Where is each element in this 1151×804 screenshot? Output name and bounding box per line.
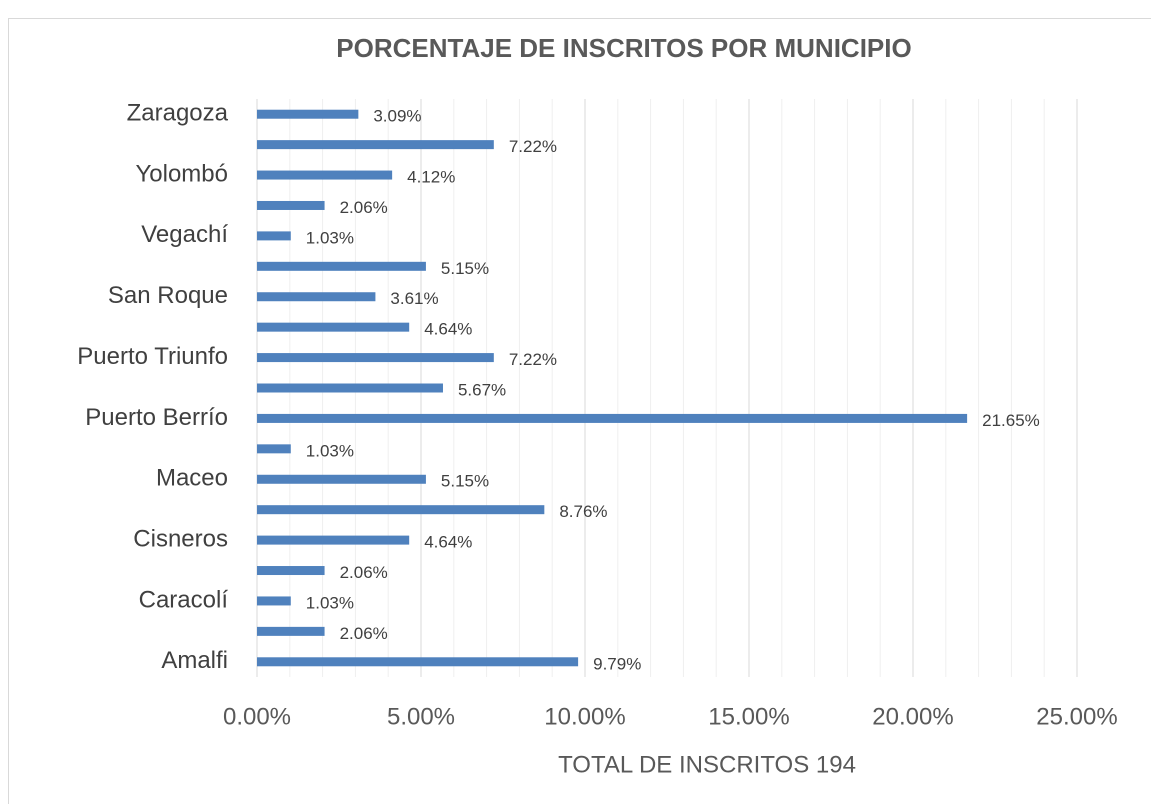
y-tick-label: Amalfi xyxy=(161,647,228,674)
bar xyxy=(257,322,410,332)
bar xyxy=(257,292,376,302)
y-tick-label: Vegachí xyxy=(141,221,228,248)
bar xyxy=(257,444,291,454)
data-label: 4.64% xyxy=(424,320,472,339)
y-tick-label: Maceo xyxy=(156,465,228,492)
data-label: 3.09% xyxy=(373,107,421,126)
x-tick-label: 15.00% xyxy=(708,703,789,730)
data-label: 9.79% xyxy=(593,654,641,673)
bar xyxy=(257,413,968,423)
bar xyxy=(257,657,579,667)
data-label: 2.06% xyxy=(340,624,388,643)
chart-frame xyxy=(8,18,1151,804)
x-tick-label: 0.00% xyxy=(223,703,291,730)
bar xyxy=(257,626,325,636)
x-tick-label: 20.00% xyxy=(872,703,953,730)
data-label: 4.12% xyxy=(407,168,455,187)
bar xyxy=(257,474,426,484)
y-tick-label: San Roque xyxy=(108,282,228,309)
y-tick-label: Cisneros xyxy=(133,525,228,552)
data-label: 5.15% xyxy=(441,259,489,278)
bar xyxy=(257,353,494,363)
data-label: 7.22% xyxy=(509,350,557,369)
bar xyxy=(257,383,443,393)
data-label: 21.65% xyxy=(982,411,1040,430)
data-label: 5.67% xyxy=(458,380,506,399)
data-label: 1.03% xyxy=(306,593,354,612)
data-label: 1.03% xyxy=(306,441,354,460)
data-label: 7.22% xyxy=(509,137,557,156)
data-label: 8.76% xyxy=(559,502,607,521)
y-tick-label: Puerto Triunfo xyxy=(77,343,228,370)
bar xyxy=(257,566,325,576)
bar xyxy=(257,170,393,180)
data-label: 3.61% xyxy=(390,289,438,308)
bar xyxy=(257,596,291,606)
data-label: 4.64% xyxy=(424,533,472,552)
data-label: 5.15% xyxy=(441,472,489,491)
chart-title: PORCENTAJE DE INSCRITOS POR MUNICIPIO xyxy=(336,33,911,63)
data-label: 2.06% xyxy=(340,198,388,217)
bar xyxy=(257,140,494,150)
bar xyxy=(257,261,426,271)
bar xyxy=(257,231,291,241)
y-tick-label: Caracolí xyxy=(139,586,229,613)
x-tick-label: 5.00% xyxy=(387,703,455,730)
y-tick-label: Yolombó xyxy=(135,160,228,187)
x-tick-label: 25.00% xyxy=(1036,703,1117,730)
y-tick-label: Puerto Berrío xyxy=(85,404,228,431)
bar xyxy=(257,109,359,119)
x-tick-label: 10.00% xyxy=(544,703,625,730)
bar xyxy=(257,535,410,545)
y-tick-label: Zaragoza xyxy=(127,100,229,127)
data-label: 2.06% xyxy=(340,563,388,582)
x-axis-title: TOTAL DE INSCRITOS 194 xyxy=(558,751,856,778)
bar xyxy=(257,505,545,515)
bar xyxy=(257,200,325,210)
data-label: 1.03% xyxy=(306,228,354,247)
